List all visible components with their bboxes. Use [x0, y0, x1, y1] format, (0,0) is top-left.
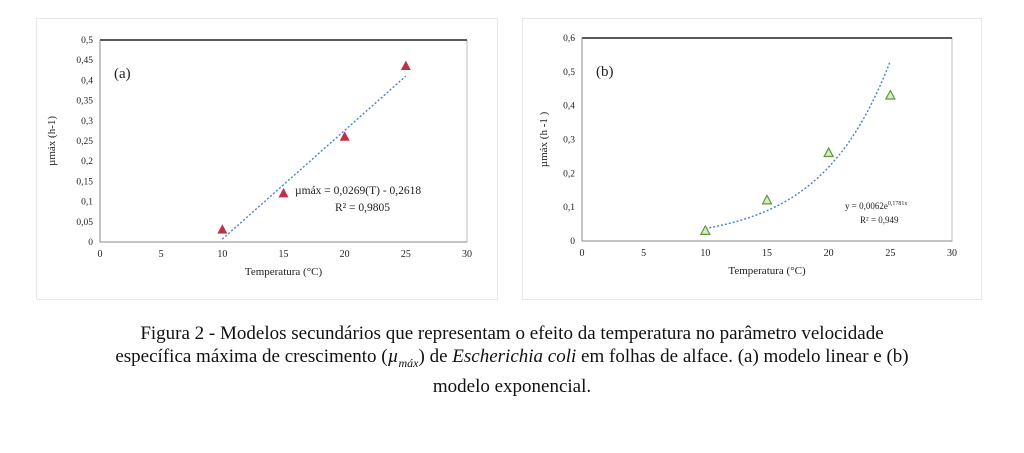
x-tick-label: 20 — [340, 249, 350, 260]
data-point — [884, 89, 896, 100]
x-tick-label: 10 — [217, 249, 227, 260]
data-point — [400, 60, 411, 71]
data-point — [217, 224, 228, 234]
y-axis-title: µmáx (h -1 ) — [538, 111, 550, 167]
panel-label: (b) — [596, 64, 614, 80]
trend-equation: µmáx = 0,0269(T) - 0,2618 — [295, 185, 421, 197]
y-tick-label: 0,35 — [76, 97, 93, 107]
x-tick-label: 30 — [947, 248, 957, 259]
y-tick-label: 0,3 — [563, 136, 575, 146]
trendline — [221, 75, 407, 240]
x-tick-label: 10 — [700, 248, 710, 259]
trend-exponent: 0,1781x — [888, 201, 908, 207]
trend-r2: R² = 0,9805 — [335, 202, 390, 214]
data-point — [761, 194, 773, 205]
y-tick-label: 0,5 — [563, 68, 575, 78]
y-tick-label: 0,2 — [563, 169, 575, 179]
y-tick-label: 0 — [88, 238, 93, 248]
x-tick-label: 25 — [401, 249, 411, 260]
mu-subscript: máx — [398, 355, 419, 370]
panel-label: (a) — [114, 66, 131, 82]
data-point — [823, 146, 835, 158]
chart-panel-a: 0 5 10 15 20 25 30 0 0,05 0,1 0,15 0,2 0,25 0,3 0,35 0,… — [36, 18, 498, 300]
x-tick-label: 15 — [279, 249, 289, 260]
y-tick-label: 0,1 — [81, 198, 93, 208]
x-tick-label: 5 — [641, 248, 646, 259]
x-tick-label: 30 — [462, 249, 472, 260]
y-tick-label: 0 — [570, 237, 575, 247]
y-tick-label: 0,3 — [81, 117, 93, 127]
x-tick-label: 5 — [159, 249, 164, 260]
chart-a-svg: 0 5 10 15 20 25 30 0 0,05 0,1 0,15 0,2 0,25 0,3 0,35 0,… — [46, 36, 472, 278]
y-axis-title: µmáx (h-1) — [46, 116, 58, 166]
x-tick-label: 20 — [824, 248, 834, 259]
y-tick-label: 0,4 — [563, 102, 575, 112]
x-axis-title: Temperatura (°C) — [245, 266, 323, 278]
data-point — [278, 187, 289, 198]
x-tick-label: 15 — [762, 248, 772, 259]
chart-panel-b: 0 5 10 15 20 25 30 0 0,1 0,2 0,3 0,4 0,5 0,6 Temperatu… — [522, 18, 982, 300]
x-tick-label: 0 — [580, 248, 585, 259]
x-axis-title: Temperatura (°C) — [728, 265, 806, 277]
figure-caption: Figura 2 - Modelos secundários que repre… — [20, 322, 1004, 398]
species-name: Escherichia coli — [452, 346, 577, 367]
trend-r2: R² = 0,949 — [860, 215, 899, 225]
x-tick-label: 0 — [98, 249, 103, 260]
plot-area — [99, 39, 468, 243]
mu-symbol: µ — [387, 346, 399, 367]
caption-line-3: modelo exponencial. — [432, 375, 592, 397]
caption-line-1: Figura 2 - Modelos secundários que repre… — [140, 323, 884, 344]
data-point — [699, 224, 711, 235]
y-tick-label: 0,6 — [563, 34, 575, 44]
y-tick-label: 0,45 — [76, 56, 93, 66]
y-tick-label: 0,25 — [76, 137, 93, 147]
y-tick-label: 0,05 — [76, 218, 93, 228]
trend-equation: y = 0,0062e0,1781x — [845, 201, 907, 211]
y-tick-label: 0,1 — [563, 203, 575, 213]
data-point — [339, 131, 350, 141]
y-tick-label: 0,5 — [81, 36, 93, 46]
x-tick-label: 25 — [885, 248, 895, 259]
trendline — [705, 60, 891, 230]
y-tick-label: 0,15 — [76, 177, 93, 187]
caption-line-2: específica máxima de crescimento (µmáx) … — [115, 346, 909, 370]
y-tick-label: 0,2 — [81, 157, 93, 167]
y-tick-label: 0,4 — [81, 76, 93, 86]
chart-b-svg: 0 5 10 15 20 25 30 0 0,1 0,2 0,3 0,4 0,5 0,6 Temperatu… — [538, 34, 957, 277]
